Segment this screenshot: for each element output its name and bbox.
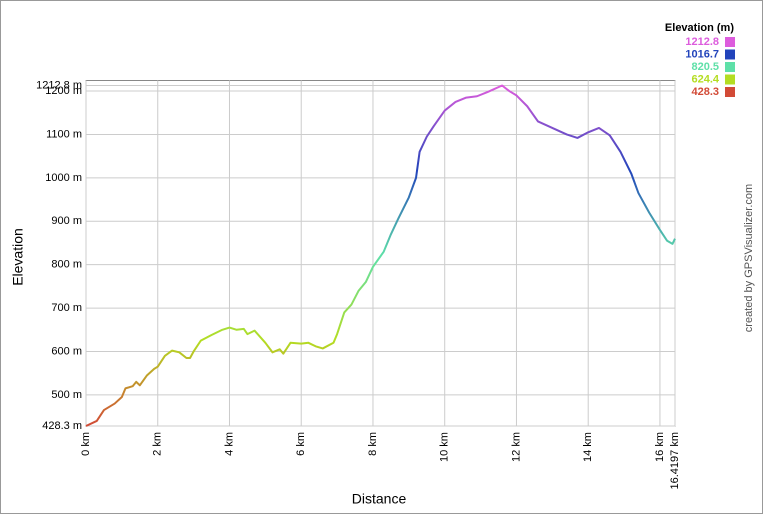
- legend-swatch: [725, 74, 735, 85]
- y-tick-label: 800 m: [51, 259, 82, 271]
- legend-label: 1212.8: [685, 36, 719, 48]
- legend-label: 1016.7: [685, 48, 719, 60]
- elevation-line: [85, 84, 676, 427]
- x-tick-label: 8 km: [367, 432, 379, 456]
- legend-swatch: [725, 37, 735, 47]
- x-tick-label: 12 km: [510, 432, 522, 462]
- legend-swatch: [725, 87, 735, 97]
- x-tick-label: 0 km: [80, 432, 92, 456]
- x-tick-label: 6 km: [295, 432, 307, 456]
- y-tick-label: 700 m: [51, 302, 82, 314]
- legend-swatch: [725, 49, 735, 60]
- y-tick-label: 1200 m: [45, 85, 82, 97]
- x-tick-label: 2 km: [152, 432, 164, 456]
- legend-label: 428.3: [691, 86, 719, 98]
- x-tick-label: 16.4197 km: [669, 432, 681, 489]
- y-tick-label: 500 m: [51, 389, 82, 401]
- x-tick-label: 16 km: [654, 432, 666, 462]
- x-tick-label: 14 km: [582, 432, 594, 462]
- legend-title: Elevation (m): [665, 22, 734, 34]
- credit: created by GPSVisualizer.com: [743, 184, 755, 332]
- x-tick-label: 4 km: [223, 432, 235, 456]
- y-tick-label: 1100 m: [46, 128, 82, 140]
- y-axis-label: Elevation: [10, 228, 26, 286]
- y-tick-label: 600 m: [51, 345, 82, 357]
- y-tick-label: 1000 m: [45, 172, 82, 184]
- y-tick-label: 1212.8 m: [36, 79, 82, 91]
- legend-swatch: [725, 62, 735, 72]
- x-axis-label: Distance: [352, 491, 407, 507]
- y-tick-label: 900 m: [51, 215, 82, 227]
- x-tick-label: 10 km: [439, 432, 451, 462]
- legend-label: 820.5: [691, 61, 719, 73]
- legend-label: 624.4: [691, 73, 719, 85]
- y-tick-label: 428.3 m: [42, 420, 82, 432]
